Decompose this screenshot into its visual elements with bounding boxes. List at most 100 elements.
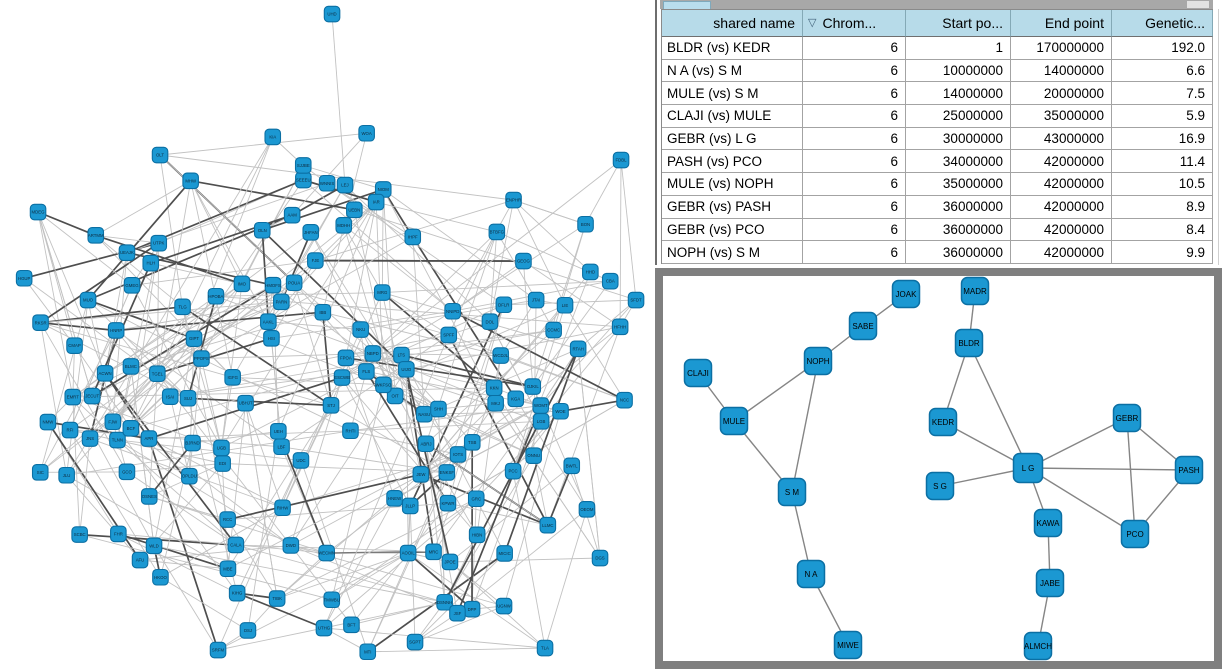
network-edge[interactable]	[69, 285, 133, 431]
network-node[interactable]: PPOPS	[193, 350, 210, 367]
edge-L G-PASH[interactable]	[1027, 467, 1190, 471]
network-node[interactable]: IAR	[367, 193, 385, 211]
node-s-m[interactable]: S M	[777, 477, 807, 507]
network-edge[interactable]	[547, 326, 621, 526]
network-edge[interactable]	[40, 322, 68, 476]
network-edge[interactable]	[533, 299, 537, 456]
network-edge[interactable]	[345, 357, 542, 422]
network-edge[interactable]	[169, 396, 190, 477]
node-bldr[interactable]: BLDR	[954, 328, 984, 358]
network-node[interactable]: ENPHR	[505, 191, 522, 209]
network-edge[interactable]	[620, 159, 637, 301]
network-edge[interactable]	[315, 259, 524, 262]
network-edge[interactable]	[262, 188, 384, 232]
network-edge[interactable]	[268, 321, 361, 330]
network-node[interactable]: LGB	[532, 413, 550, 430]
network-node[interactable]: TGEL	[149, 365, 166, 382]
network-edge[interactable]	[95, 234, 243, 285]
network-edge[interactable]	[95, 180, 191, 236]
table-cell[interactable]: 14000000	[906, 82, 1011, 106]
table-cell[interactable]: 30000000	[906, 127, 1011, 151]
network-edge[interactable]	[227, 519, 278, 599]
network-node[interactable]: KPWR	[439, 494, 457, 512]
network-edge[interactable]	[512, 471, 546, 649]
network-node[interactable]: OEOM	[578, 501, 596, 518]
network-node[interactable]: PCC	[504, 462, 522, 480]
network-node[interactable]: OPLDU	[181, 467, 198, 485]
network-node[interactable]: RKSR	[32, 314, 49, 331]
network-node[interactable]: ABRJ	[417, 435, 435, 453]
network-edge[interactable]	[227, 405, 542, 570]
network-node[interactable]: FLS	[358, 363, 375, 380]
network-edge[interactable]	[351, 601, 445, 626]
network-node[interactable]: STJ	[322, 397, 340, 414]
network-edge[interactable]	[540, 348, 579, 406]
network-edge[interactable]	[343, 224, 453, 312]
network-node[interactable]: JECUT	[83, 387, 101, 405]
network-node[interactable]: TMWBU	[323, 591, 341, 609]
network-node[interactable]: SGPT	[406, 633, 424, 651]
network-edge[interactable]	[367, 472, 448, 652]
network-edge[interactable]	[438, 402, 496, 410]
network-edge[interactable]	[130, 338, 195, 429]
network-edge[interactable]	[91, 284, 274, 397]
network-edge[interactable]	[40, 322, 332, 406]
network-edge[interactable]	[37, 211, 74, 398]
table-cell[interactable]: 7.5	[1112, 82, 1213, 106]
network-node[interactable]: OLT	[151, 146, 169, 164]
network-edge[interactable]	[126, 471, 237, 546]
network-node[interactable]: MDHH	[335, 217, 353, 234]
network-node[interactable]: OJKIL	[524, 378, 542, 395]
table-cell[interactable]: 5.9	[1112, 105, 1213, 128]
network-edge[interactable]	[87, 299, 114, 422]
network-edge[interactable]	[343, 225, 396, 397]
network-edge[interactable]	[331, 552, 409, 601]
network-node[interactable]: AAM	[283, 206, 301, 224]
table-cell[interactable]: 170000000	[1011, 37, 1112, 60]
network-edge[interactable]	[182, 306, 222, 449]
network-edge[interactable]	[37, 211, 75, 346]
network-node[interactable]: JLLP	[401, 497, 419, 515]
network-edge[interactable]	[130, 354, 402, 429]
network-edge[interactable]	[95, 235, 183, 308]
network-edge[interactable]	[372, 231, 498, 354]
network-node[interactable]: FPOA	[337, 349, 355, 367]
table-cell-shared-name[interactable]: MULE (vs) S M	[662, 82, 803, 106]
network-node[interactable]: DFLR	[495, 296, 513, 314]
network-node[interactable]: JSF	[449, 604, 466, 622]
network-edge[interactable]	[37, 211, 97, 237]
network-edge[interactable]	[40, 321, 117, 332]
network-node[interactable]: SFDT	[627, 291, 645, 309]
network-node[interactable]: TLA	[536, 639, 554, 657]
network-edge[interactable]	[276, 498, 477, 599]
table-cell[interactable]: 20000000	[1011, 82, 1112, 106]
network-edge[interactable]	[236, 592, 325, 629]
column-header-chrom[interactable]: ▽ Chrom...	[803, 10, 906, 37]
network-node[interactable]: LTS	[393, 346, 410, 364]
network-node[interactable]: BWTL	[563, 457, 581, 475]
network-edge[interactable]	[160, 442, 193, 578]
network-edge[interactable]	[160, 507, 283, 578]
network-node[interactable]: SRFM	[209, 641, 227, 659]
table-cell[interactable]: 6	[803, 37, 906, 60]
network-edge[interactable]	[351, 502, 449, 626]
network-edge[interactable]	[343, 225, 383, 293]
network-node[interactable]: TIBK	[268, 590, 286, 607]
network-edge[interactable]	[170, 370, 367, 398]
network-edge[interactable]	[37, 211, 133, 286]
network-node[interactable]: JEW	[412, 466, 430, 483]
column-header-shared-name[interactable]: shared name	[662, 10, 803, 37]
node-n-a[interactable]: N A	[796, 559, 826, 589]
node-s-g[interactable]: S G	[925, 471, 955, 501]
edge-L G-PCO[interactable]	[1027, 467, 1136, 535]
network-edge[interactable]	[414, 605, 505, 643]
network-edge[interactable]	[150, 262, 243, 285]
network-edge[interactable]	[215, 295, 373, 354]
node-mule[interactable]: MULE	[719, 406, 749, 436]
node-jabe[interactable]: JABE	[1035, 568, 1065, 598]
network-edge[interactable]	[376, 201, 497, 233]
network-node[interactable]: HGUP	[15, 269, 33, 287]
network-node[interactable]: BLMC	[122, 358, 140, 375]
table-cell-shared-name[interactable]: GEBR (vs) L G	[662, 127, 803, 151]
network-edge[interactable]	[148, 438, 283, 509]
